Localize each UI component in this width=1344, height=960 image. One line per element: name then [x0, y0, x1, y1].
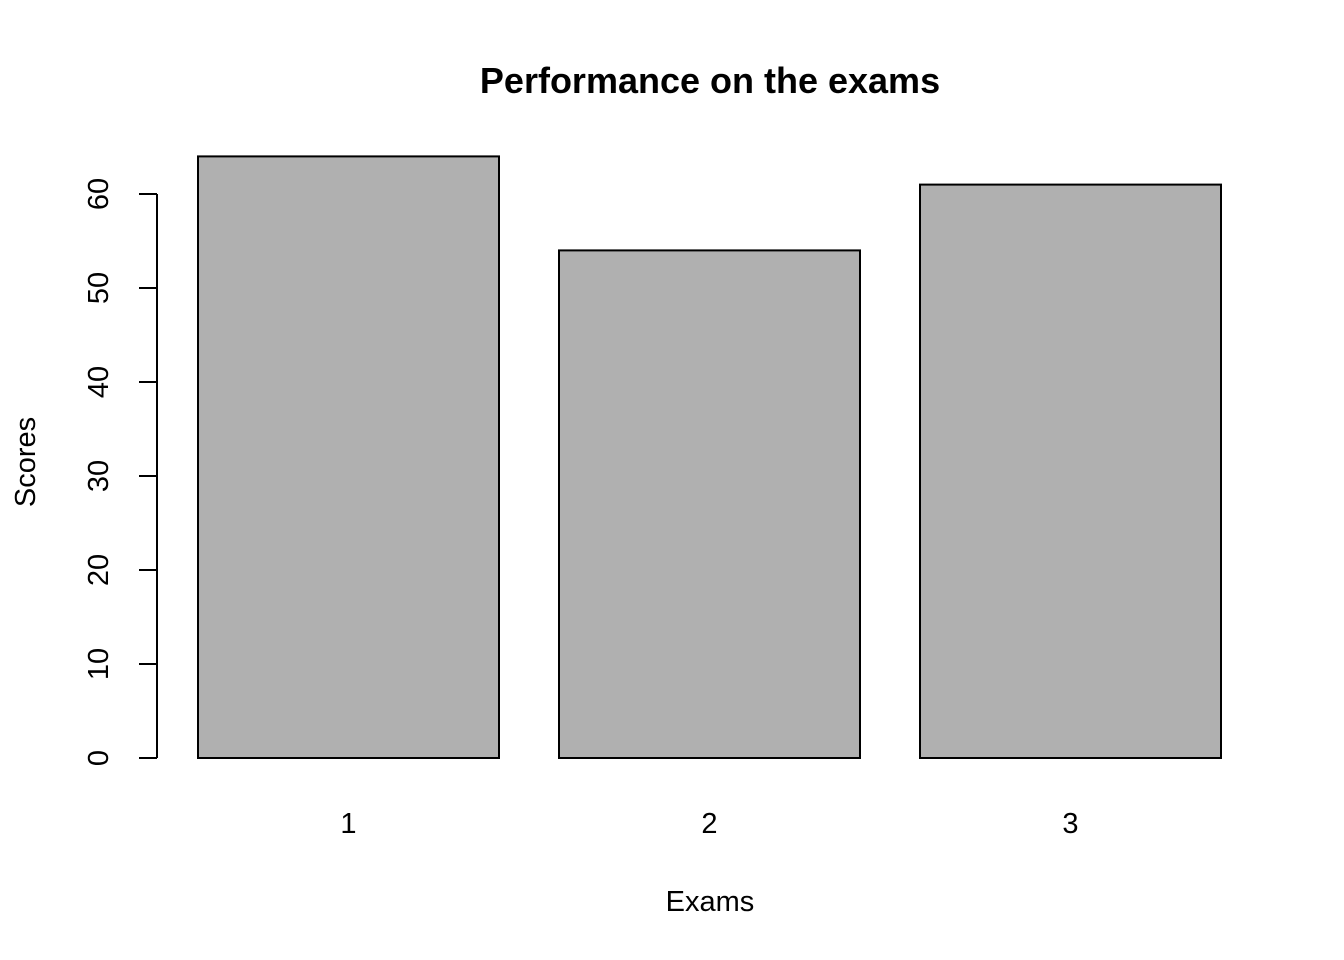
x-tick-label: 2	[701, 808, 717, 840]
x-axis-label: Exams	[666, 886, 755, 918]
y-tick-label: 40	[83, 366, 115, 398]
bar-exam-2	[558, 249, 861, 759]
chart-title: Performance on the exams	[480, 60, 940, 101]
y-tick-label: 20	[83, 554, 115, 586]
x-tick-label: 1	[340, 808, 356, 840]
bars	[197, 155, 1222, 760]
x-tick-label: 3	[1062, 808, 1078, 840]
y-tick-label: 0	[83, 750, 115, 766]
bar-exam-3	[919, 183, 1222, 760]
y-axis: 0 10 20 30 40 50 60	[83, 178, 158, 766]
y-tick-label: 60	[83, 178, 115, 210]
y-axis-label: Scores	[10, 417, 42, 507]
bar-exam-1	[197, 155, 500, 759]
y-tick-label: 50	[83, 272, 115, 304]
x-tick-labels: 1 2 3	[340, 808, 1078, 840]
y-tick-label: 30	[83, 460, 115, 492]
y-tick-label: 10	[83, 648, 115, 680]
